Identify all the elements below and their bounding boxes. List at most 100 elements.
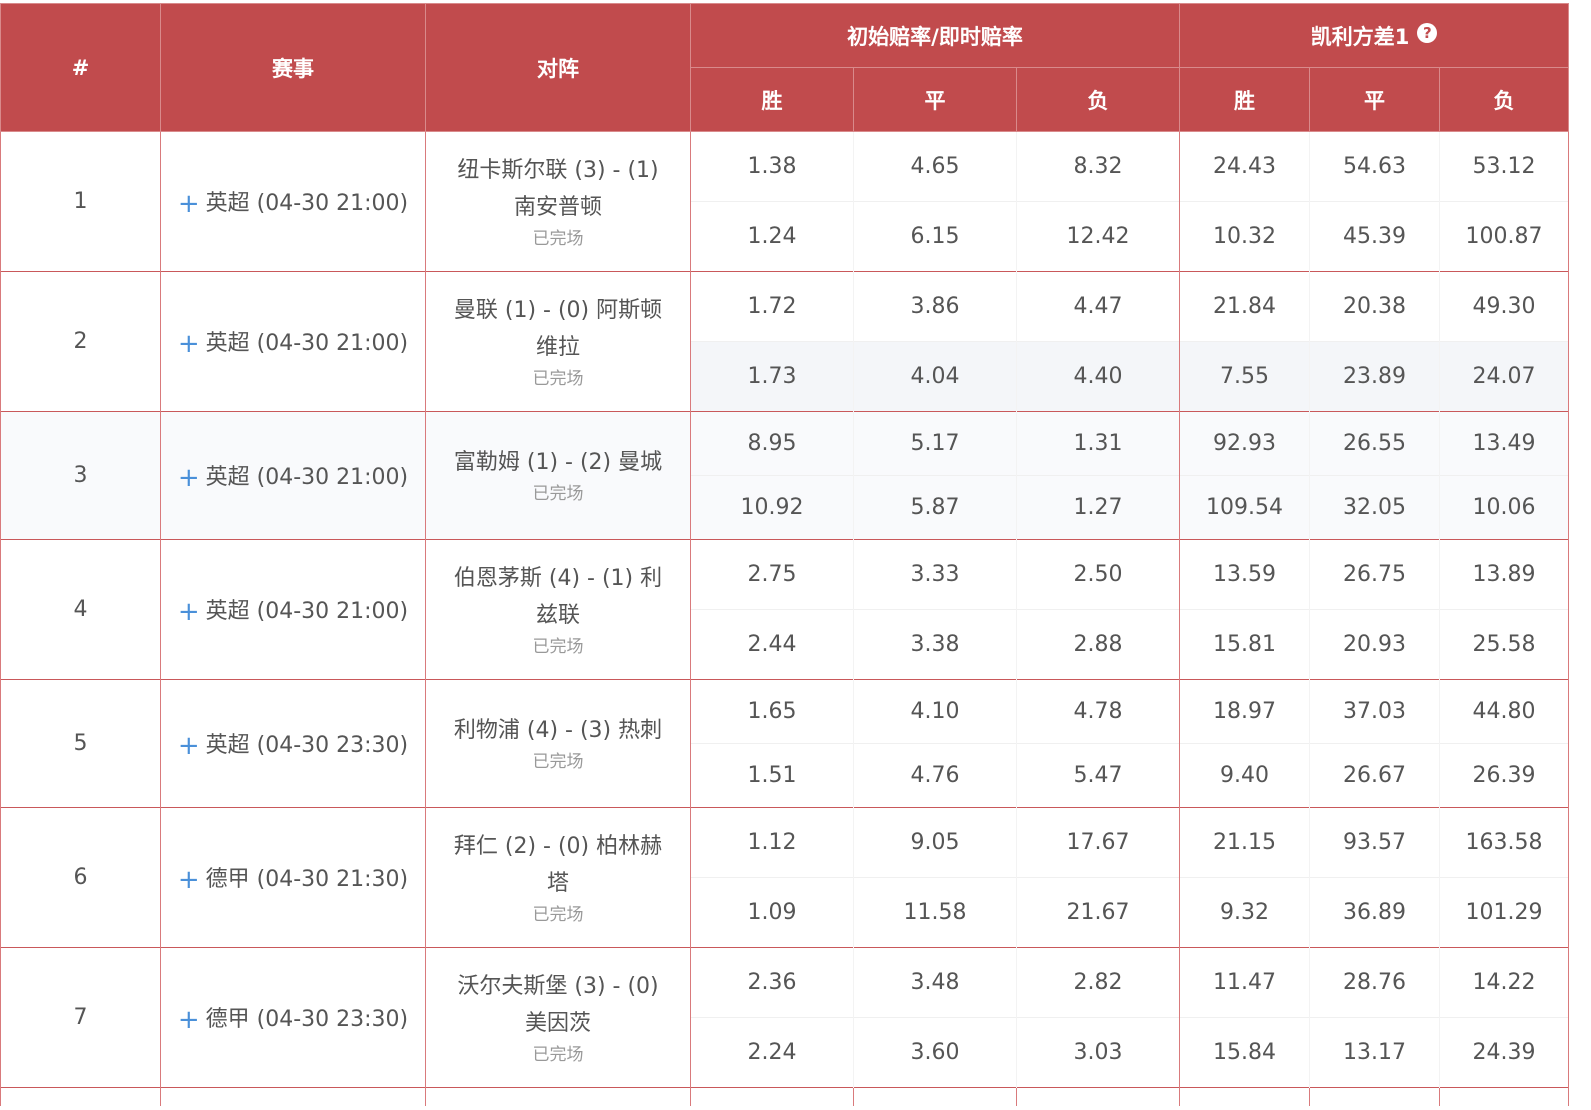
match-label[interactable]: 沃尔夫斯堡 (3) - (0) 美因茨 (457, 973, 659, 1036)
table-row: 1 + 英超 (04-30 21:00) 纽卡斯尔联 (3) - (1) 南安普顿 已完… (0, 131, 1570, 272)
table-row-partial (0, 1087, 1570, 1106)
kelly-live-draw: 20.93 (1309, 609, 1440, 680)
match-cell: 富勒姆 (1) - (2) 曼城 已完场 (425, 411, 691, 540)
init-odds-win: 1.65 (690, 679, 854, 744)
kelly-live-lose: 10.06 (1438, 475, 1570, 540)
match-status: 已完场 (532, 1044, 584, 1065)
header-match: 对阵 (425, 3, 691, 132)
live-odds-draw: 3.60 (853, 1017, 1017, 1088)
kelly-live-lose: 101.29 (1438, 877, 1570, 948)
kelly-init-draw: 26.75 (1309, 539, 1440, 610)
partial-cell (160, 1087, 426, 1106)
partial-cell (0, 1087, 161, 1106)
init-odds-lose: 2.50 (1016, 539, 1180, 610)
expand-plus-icon[interactable]: + (177, 188, 200, 219)
kelly-live-win: 7.55 (1179, 341, 1310, 412)
league-cell[interactable]: + 德甲 (04-30 23:30) (160, 947, 426, 1088)
table-row-live: 1.51 4.76 5.47 9.40 26.67 26.39 (1, 743, 1570, 808)
expand-plus-icon[interactable]: + (177, 462, 200, 493)
init-odds-lose: 17.67 (1016, 807, 1180, 878)
kelly-live-win: 15.81 (1179, 609, 1310, 680)
match-cell: 沃尔夫斯堡 (3) - (0) 美因茨已完场 (425, 947, 691, 1088)
kelly-init-win: 21.84 (1179, 271, 1310, 342)
kelly-live-draw: 32.05 (1309, 475, 1440, 540)
league-cell[interactable]: + 英超 (04-30 23:30) (160, 679, 426, 808)
init-odds-win: 1.12 (690, 807, 854, 878)
init-odds-draw: 4.65 (853, 131, 1017, 202)
match-label[interactable]: 利物浦 (4) - (3) 热刺 (453, 718, 663, 743)
kelly-live-draw: 36.89 (1309, 877, 1440, 948)
table-row-live: 1.24 6.15 12.42 10.32 45.39 100.87 (1, 201, 1570, 272)
table-row: 4 + 英超 (04-30 21:00) 伯恩茅斯 (4) - (1) 利兹联 已完场 2… (0, 539, 1570, 680)
init-odds-win: 2.75 (690, 539, 854, 610)
kelly-init-win: 13.59 (1179, 539, 1310, 610)
init-odds-draw: 5.17 (853, 411, 1017, 476)
kelly-live-win: 15.84 (1179, 1017, 1310, 1088)
row-index: 1 (0, 131, 161, 272)
live-odds-draw: 11.58 (853, 877, 1017, 948)
kelly-init-lose: 14.22 (1438, 947, 1570, 1018)
live-odds-win: 10.92 (690, 475, 854, 540)
init-odds-lose: 1.31 (1016, 411, 1180, 476)
table-row: 7 + 德甲 (04-30 23:30) 沃尔夫斯堡 (3) - (0) 美因茨 已完场… (0, 947, 1570, 1088)
kelly-init-lose: 49.30 (1438, 271, 1570, 342)
init-odds-lose: 4.78 (1016, 679, 1180, 744)
kelly-live-lose: 100.87 (1438, 201, 1570, 272)
init-odds-lose: 2.82 (1016, 947, 1180, 1018)
expand-plus-icon[interactable]: + (177, 730, 200, 761)
kelly-live-win: 9.32 (1179, 877, 1310, 948)
init-odds-win: 2.36 (690, 947, 854, 1018)
expand-plus-icon[interactable]: + (177, 864, 200, 895)
header-kelly-group: 凯利方差1? (1178, 3, 1570, 68)
match-cell: 纽卡斯尔联 (3) - (1) 南安普顿 已完场 (425, 131, 691, 272)
header-kelly-label: 凯利方差1 (1310, 24, 1410, 49)
kelly-live-draw: 13.17 (1309, 1017, 1440, 1088)
live-odds-lose: 12.42 (1016, 201, 1180, 272)
kelly-init-lose: 44.80 (1438, 679, 1570, 744)
league-cell[interactable]: + 德甲 (04-30 21:30) (160, 807, 426, 948)
header-kelly-win: 胜 (1179, 67, 1310, 132)
header-kelly-lose: 负 (1438, 67, 1570, 132)
table-row: 2 + 英超 (04-30 21:00) 曼联 (1) - (0) 阿斯顿维拉 已完场 1… (0, 271, 1570, 412)
match-label[interactable]: 曼联 (1) - (0) 阿斯顿维拉 (453, 297, 663, 360)
row-index: 6 (0, 807, 161, 948)
league-label: 英超 (04-30 21:00) (205, 598, 409, 624)
kelly-init-lose: 13.89 (1438, 539, 1570, 610)
expand-plus-icon[interactable]: + (177, 596, 200, 627)
kelly-init-lose: 13.49 (1438, 411, 1570, 476)
league-label: 英超 (04-30 21:00) (205, 330, 409, 356)
league-cell[interactable]: + 英超 (04-30 21:00) (160, 411, 426, 540)
league-cell[interactable]: + 英超 (04-30 21:00) (160, 271, 426, 412)
league-cell[interactable]: + 英超 (04-30 21:00) (160, 131, 426, 272)
match-label[interactable]: 富勒姆 (1) - (2) 曼城 (453, 450, 663, 475)
expand-plus-icon[interactable]: + (177, 328, 200, 359)
partial-cell (853, 1087, 1017, 1106)
live-odds-lose: 1.27 (1016, 475, 1180, 540)
table-body: 1 + 英超 (04-30 21:00) 纽卡斯尔联 (3) - (1) 南安普顿 已完… (0, 131, 1570, 1106)
match-label[interactable]: 伯恩茅斯 (4) - (1) 利兹联 (453, 565, 663, 628)
help-icon[interactable]: ? (1417, 22, 1438, 43)
kelly-live-win: 109.54 (1179, 475, 1310, 540)
kelly-init-win: 24.43 (1179, 131, 1310, 202)
live-odds-lose: 21.67 (1016, 877, 1180, 948)
init-odds-draw: 4.10 (853, 679, 1017, 744)
live-odds-lose: 5.47 (1016, 743, 1180, 808)
kelly-init-lose: 53.12 (1438, 131, 1570, 202)
kelly-live-lose: 26.39 (1438, 743, 1570, 808)
row-index: 2 (0, 271, 161, 412)
partial-cell (690, 1087, 854, 1106)
league-cell[interactable]: + 英超 (04-30 21:00) (160, 539, 426, 680)
kelly-live-win: 10.32 (1179, 201, 1310, 272)
header-odds-group: 初始赔率/即时赔率 (690, 3, 1180, 68)
match-label[interactable]: 拜仁 (2) - (0) 柏林赫塔 (453, 833, 663, 896)
partial-cell (1438, 1087, 1570, 1106)
partial-cell (1309, 1087, 1440, 1106)
expand-plus-icon[interactable]: + (177, 1004, 200, 1035)
kelly-init-win: 21.15 (1179, 807, 1310, 878)
match-label[interactable]: 纽卡斯尔联 (3) - (1) 南安普顿 (457, 157, 659, 220)
kelly-init-draw: 20.38 (1309, 271, 1440, 342)
odds-table: # 赛事 对阵 初始赔率/即时赔率 凯利方差1? 胜 平 负 胜 平 负 1 + 英… (0, 3, 1570, 1106)
init-odds-win: 1.38 (690, 131, 854, 202)
kelly-init-lose: 163.58 (1438, 807, 1570, 878)
match-status: 已完场 (532, 752, 584, 772)
